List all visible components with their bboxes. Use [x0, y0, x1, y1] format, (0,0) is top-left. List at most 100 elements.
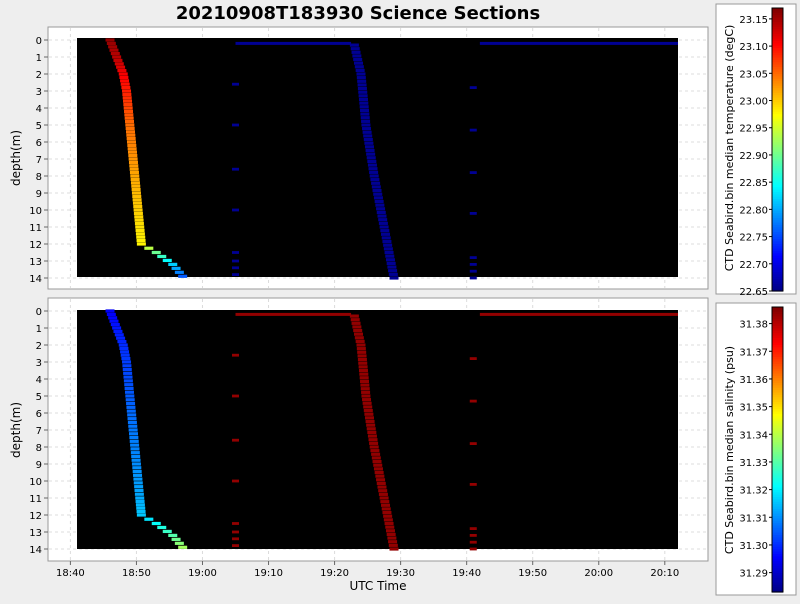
colorbar-segment: [772, 335, 783, 339]
colorbar-segment: [772, 281, 783, 285]
temperature-colorbar-label: CTD Seabird.bin median temperature (degC…: [723, 25, 736, 272]
colorbar-segment: [772, 83, 783, 87]
x-tick-label: 19:00: [188, 568, 217, 579]
data-mark: [116, 336, 126, 340]
colorbar-segment: [772, 147, 783, 151]
data-mark: [105, 309, 115, 313]
data-mark: [366, 423, 376, 427]
colorbar-segment: [772, 311, 783, 315]
y-tick-label: 9: [36, 189, 42, 200]
data-mark: [386, 261, 396, 266]
data-mark: [125, 126, 135, 130]
data-mark: [357, 357, 367, 362]
data-mark: [356, 76, 366, 80]
data-mark: [130, 443, 140, 447]
y-tick-label: 13: [29, 257, 42, 268]
colorbar-segment: [772, 137, 783, 141]
colorbar-segment: [772, 144, 783, 148]
data-mark: [354, 332, 364, 336]
data-mark: [118, 343, 128, 347]
data-mark: [122, 96, 132, 100]
data-mark: [129, 164, 139, 168]
data-mark: [121, 86, 131, 90]
data-mark: [363, 137, 373, 142]
colorbar-segment: [772, 232, 783, 235]
x-tick-label: 19:10: [254, 568, 283, 579]
data-mark: [357, 354, 367, 358]
colorbar-segment: [772, 459, 783, 462]
data-mark: [469, 399, 477, 403]
colorbar-segment: [772, 558, 783, 562]
colorbar-segment: [772, 466, 783, 470]
data-mark: [358, 361, 368, 365]
colorbar-segment: [772, 246, 783, 250]
data-mark: [364, 416, 374, 420]
colorbar-segment: [772, 506, 783, 510]
colorbar-segment: [772, 587, 783, 591]
data-mark: [232, 438, 240, 442]
y-tick-label: 14: [29, 545, 42, 556]
data-mark: [353, 57, 363, 62]
data-mark: [361, 123, 371, 127]
data-mark: [135, 496, 145, 500]
data-mark: [117, 340, 127, 344]
colorbar-segment: [772, 81, 783, 85]
colorbar-segment: [772, 333, 783, 337]
data-mark: [381, 232, 391, 236]
data-mark: [119, 75, 129, 79]
data-mark: [136, 239, 146, 243]
colorbar-segment: [772, 478, 783, 481]
colorbar-segment: [772, 409, 783, 413]
y-tick-label: 1: [36, 53, 42, 64]
y-tick-label: 7: [36, 155, 42, 166]
data-mark: [385, 529, 395, 533]
colorbar-segment: [772, 440, 783, 443]
data-mark: [124, 383, 134, 387]
data-mark: [133, 205, 143, 209]
colorbar-segment: [772, 279, 783, 283]
data-mark: [129, 439, 139, 443]
data-mark: [232, 123, 240, 127]
colorbar-segment: [772, 535, 783, 538]
colorbar-segment: [772, 99, 783, 103]
colorbar-segment: [772, 31, 783, 35]
data-mark: [125, 120, 135, 124]
x-tick-label: 19:40: [452, 568, 481, 579]
colorbar-segment: [772, 387, 783, 391]
data-mark: [135, 499, 145, 503]
data-mark: [135, 232, 145, 236]
data-mark: [178, 545, 188, 549]
data-mark: [130, 447, 140, 451]
colorbar-segment: [772, 561, 783, 565]
data-mark: [360, 116, 370, 120]
colorbar-segment: [772, 573, 783, 576]
data-mark: [369, 445, 379, 449]
data-mark: [368, 167, 378, 171]
data-mark: [109, 48, 119, 52]
colorbar-segment: [772, 513, 783, 517]
data-mark: [123, 379, 133, 383]
colorbar-segment: [772, 318, 783, 322]
data-mark: [357, 350, 367, 354]
colorbar-segment: [772, 267, 783, 271]
colorbar-segment: [772, 347, 783, 351]
colorbar-segment: [772, 575, 783, 579]
y-tick-label: 8: [36, 443, 42, 454]
colorbar-segment: [772, 342, 783, 346]
temperature-colorbar: 22.65 22.70 22.75 22.80 22.85 22.90 22.95 23.00…: [715, 3, 797, 298]
data-mark: [132, 201, 142, 205]
data-mark: [353, 328, 363, 333]
data-mark: [469, 171, 477, 174]
data-mark: [469, 357, 477, 360]
data-mark: [125, 123, 135, 127]
data-mark: [132, 194, 142, 198]
data-mark: [378, 489, 388, 493]
colorbar-segment: [772, 309, 783, 313]
data-mark: [363, 408, 373, 413]
colorbar-segment: [772, 163, 783, 167]
colorbar-segment: [772, 394, 783, 398]
colorbar-segment: [772, 166, 783, 169]
data-mark: [128, 160, 138, 164]
colorbar-segment: [772, 413, 783, 417]
